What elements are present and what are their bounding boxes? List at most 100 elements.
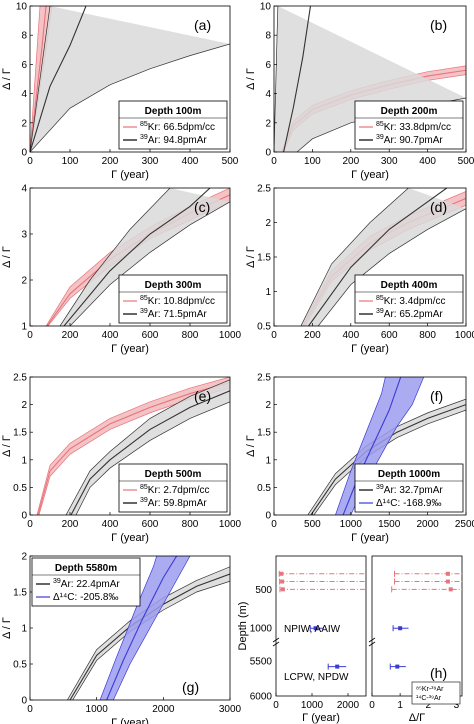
- legend-isotope: 39: [376, 484, 384, 491]
- axes-frame: [29, 376, 231, 516]
- x-tick-label: 200: [62, 519, 79, 530]
- series-line-1-upper: [335, 377, 386, 515]
- axes-frame: [29, 187, 231, 327]
- y-tick-label: 0: [265, 511, 271, 522]
- series-line-1-mid: [342, 377, 402, 515]
- x-tick-label: 0: [27, 704, 33, 715]
- y-tick-label: 0: [265, 148, 271, 159]
- x-axis-label: Γ (year): [111, 532, 149, 544]
- series-line-1-upper: [65, 379, 230, 515]
- series-line-1-mid: [63, 188, 211, 326]
- y-tick-label: 1: [21, 455, 27, 466]
- series-band-1: [30, 6, 230, 152]
- data-point: [335, 664, 340, 669]
- x-tick-label: 2000: [152, 704, 175, 715]
- panel-label: (f): [430, 388, 443, 404]
- annotation-npiw: NPIW, AAIW: [284, 624, 341, 635]
- x-axis-label: Γ (year): [351, 343, 389, 355]
- y-tick-label: 1: [21, 322, 27, 333]
- legend-isotope: 39: [140, 134, 148, 141]
- legend-box: [118, 463, 228, 513]
- y-tick-label: 2.5: [257, 184, 271, 195]
- legend-box: [354, 100, 464, 150]
- legend-entry: 39Ar: 22.4pmAr: [53, 578, 120, 590]
- legend-entry: 39Ar: 90.7pmAr: [376, 134, 443, 146]
- x-tick-label: 1000: [455, 330, 474, 341]
- legend-box: [354, 463, 464, 513]
- x-tick-label: 200: [102, 156, 119, 167]
- x-tick-label: 1000: [219, 330, 242, 341]
- series-line-1-lower: [113, 556, 191, 700]
- legend-value: Ar: 71.5pmAr: [148, 309, 208, 320]
- x-tick-label: 400: [419, 156, 436, 167]
- annotation-lcpw: LCPW, NPDW: [284, 672, 349, 683]
- data-point: [398, 626, 403, 631]
- chart-panel-g: 0 1000 2000 3000 0 0.5 1 1.5 2 Γ (year) Δ / Γ (g) De…: [1, 552, 242, 724]
- legend-title: Depth 5580m: [55, 563, 117, 574]
- legend-title: Depth 300m: [145, 280, 202, 291]
- y-tick-label: 2: [265, 218, 271, 229]
- y-tick-label: 10: [16, 2, 28, 13]
- x-axis-label: Γ (year): [111, 343, 149, 355]
- y-tick-label: 2.5: [257, 373, 271, 384]
- x-tick-label: 1000: [86, 704, 109, 715]
- series-line-1-mid: [70, 390, 230, 515]
- x-tick-label: 1000: [219, 519, 242, 530]
- legend-entry: Δ¹⁴C: -168.9‰: [376, 498, 441, 509]
- legend-isotope: 39: [53, 578, 61, 585]
- x-tick-label: 0: [273, 700, 279, 711]
- data-point: [445, 579, 450, 584]
- legend-entry: ⁸⁵Kr-³⁹Ar: [416, 686, 444, 693]
- series-line-0-mid: [30, 6, 47, 152]
- x-tick-label: 200: [62, 330, 79, 341]
- y-tick-label: 6: [21, 60, 27, 71]
- panel-label: (a): [194, 17, 211, 33]
- legend-isotope: 39: [140, 308, 148, 315]
- legend-box: [354, 274, 464, 324]
- series-line-1-upper: [300, 188, 409, 326]
- x-tick-label: 500: [222, 156, 239, 167]
- legend-isotope: 39: [376, 134, 384, 141]
- x-tick-label: 3000: [219, 704, 242, 715]
- plot-series: [30, 6, 230, 152]
- y-tick-label: 0.5: [13, 483, 27, 494]
- x-tick-label: 0: [27, 330, 33, 341]
- plot-series: [274, 6, 466, 152]
- x-tick-label: 3: [454, 700, 460, 711]
- legend-title: Depth 1000m: [378, 469, 440, 480]
- x-tick-label: 0: [27, 519, 33, 530]
- series-line-1-upper: [30, 6, 51, 152]
- y-tick-label: 0.5: [257, 322, 271, 333]
- chart-panel-d: 0 200 400 600 800 1000 0.5 1 1.5 2 2.5 Γ (year) Δ / …: [245, 184, 474, 356]
- legend-value: Kr: 10.8dpm/cc: [148, 296, 215, 307]
- y-tick-label: 1: [265, 455, 271, 466]
- y-tick-label: 4: [21, 184, 27, 195]
- series-line-1-lower: [69, 201, 230, 326]
- series-band-1: [66, 379, 230, 515]
- axis-break: [368, 641, 376, 647]
- x-tick-label: 300: [381, 156, 398, 167]
- axes-frame: [29, 5, 231, 153]
- y-tick-label: 10: [260, 2, 272, 13]
- data-point: [280, 579, 285, 584]
- x-tick-label: 0: [27, 156, 33, 167]
- x-tick-label: 500: [304, 519, 321, 530]
- y-tick-label: 1000: [250, 624, 273, 635]
- y-axis-label: Depth (m): [237, 602, 249, 651]
- legend-isotope: 39: [140, 497, 148, 504]
- legend-value: Ar: 22.4pmAr: [61, 579, 121, 590]
- series-band-1: [300, 188, 466, 326]
- y-tick-label: 0.5: [257, 483, 271, 494]
- legend-entry: 85Kr: 2.7dpm/cc: [140, 484, 210, 496]
- legend-title: Depth 400m: [381, 280, 438, 291]
- axis-break: [368, 637, 376, 643]
- x-tick-label: 600: [142, 519, 159, 530]
- x-tick-label: 1000: [340, 519, 363, 530]
- y-tick-label: 1.5: [257, 428, 271, 439]
- legend-value: Kr: 33.8dpm/cc: [384, 122, 451, 133]
- y-tick-label: 8: [265, 31, 271, 42]
- series-band-1: [60, 188, 230, 326]
